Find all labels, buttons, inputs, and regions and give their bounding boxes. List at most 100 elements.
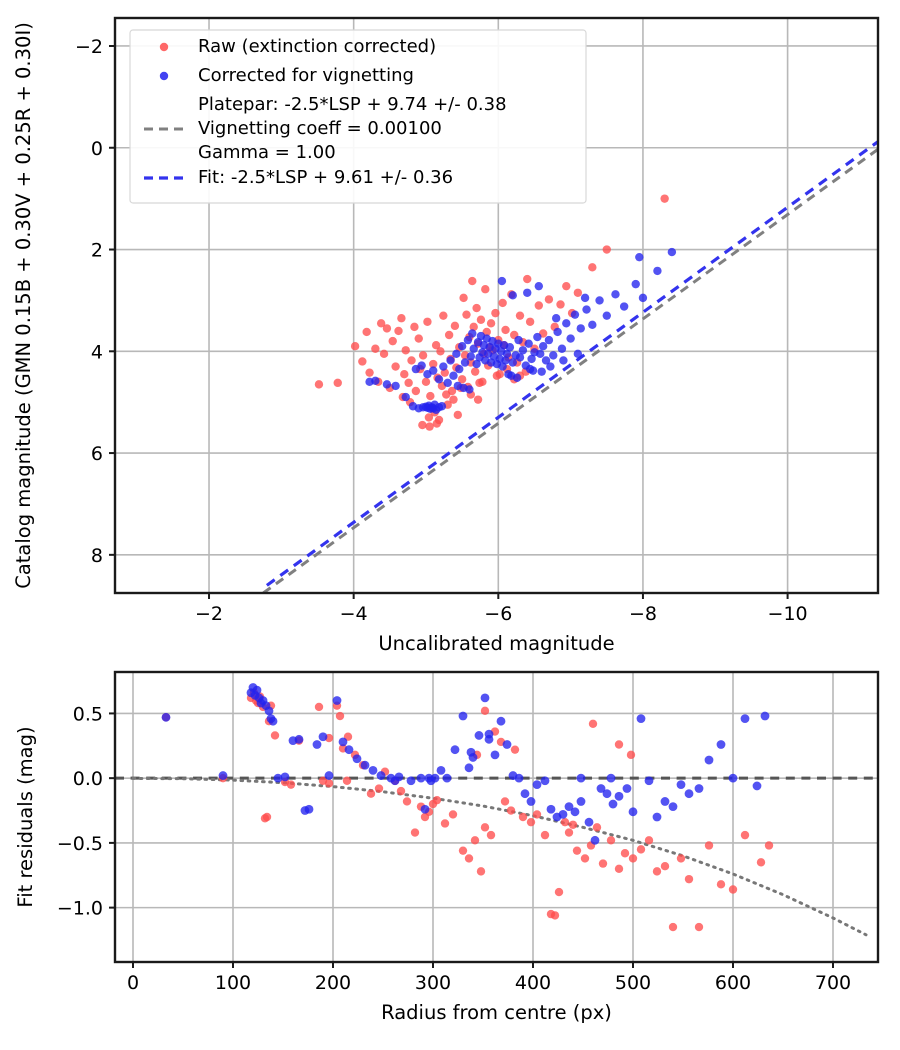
data-point bbox=[532, 780, 542, 790]
data-point bbox=[421, 377, 431, 387]
data-point bbox=[684, 874, 694, 884]
residuals-panel-data-layer bbox=[115, 683, 878, 937]
data-point bbox=[470, 367, 480, 376]
data-point bbox=[534, 301, 544, 310]
data-point bbox=[676, 854, 686, 863]
data-point bbox=[514, 335, 523, 345]
data-point bbox=[429, 359, 438, 369]
data-point bbox=[570, 310, 580, 319]
data-point bbox=[606, 773, 616, 783]
data-point bbox=[598, 859, 608, 868]
data-point bbox=[562, 319, 571, 328]
data-point bbox=[588, 719, 598, 728]
data-point bbox=[527, 354, 536, 364]
y-tick-label: 6 bbox=[91, 443, 103, 465]
data-point bbox=[496, 716, 506, 726]
data-point bbox=[439, 362, 448, 371]
data-point bbox=[622, 784, 632, 793]
data-point bbox=[402, 797, 412, 806]
data-point bbox=[576, 324, 585, 333]
data-point bbox=[382, 380, 392, 389]
data-point bbox=[469, 344, 478, 353]
data-point bbox=[486, 319, 496, 328]
x-tick-label: 200 bbox=[315, 972, 351, 994]
data-point bbox=[508, 358, 517, 367]
data-point bbox=[560, 817, 570, 827]
data-point bbox=[417, 361, 426, 370]
data-point bbox=[391, 381, 400, 391]
data-point bbox=[525, 317, 535, 326]
data-point bbox=[544, 335, 554, 345]
x-tick-label: 600 bbox=[715, 972, 751, 994]
data-point bbox=[668, 802, 678, 812]
legend-label: Corrected for vignetting bbox=[198, 65, 414, 86]
legend-label: Fit: -2.5*LSP + 9.61 +/- 0.36 bbox=[198, 167, 453, 188]
magnitude-panel-y-axis-label: Catalog magnitude (GMN 0.15B + 0.30V + 0… bbox=[12, 22, 35, 589]
data-point bbox=[314, 702, 324, 712]
data-point bbox=[568, 820, 578, 829]
legend[interactable]: Raw (extinction corrected) Corrected for … bbox=[129, 29, 587, 204]
data-point bbox=[464, 763, 474, 773]
data-point bbox=[520, 789, 530, 799]
data-point bbox=[270, 731, 280, 740]
legend-label: Raw (extinction corrected) bbox=[198, 36, 436, 57]
legend-label: Platepar: -2.5*LSP + 9.74 +/- 0.38 bbox=[198, 94, 507, 115]
data-point bbox=[752, 781, 762, 791]
data-point bbox=[294, 734, 304, 744]
data-point bbox=[515, 311, 525, 320]
data-point bbox=[728, 885, 738, 894]
data-point bbox=[280, 772, 290, 782]
data-point bbox=[376, 771, 386, 780]
data-point bbox=[434, 375, 444, 384]
legend-entry-fit[interactable]: Fit: -2.5*LSP + 9.61 +/- 0.36 bbox=[144, 167, 453, 188]
data-point bbox=[602, 245, 611, 254]
data-point bbox=[668, 922, 678, 932]
magnitude-panel-data-layer bbox=[262, 140, 878, 593]
data-point bbox=[218, 771, 228, 780]
data-point bbox=[480, 693, 490, 703]
data-point bbox=[312, 740, 322, 749]
series-corrected bbox=[365, 247, 677, 415]
data-point bbox=[505, 343, 515, 352]
data-point bbox=[480, 706, 490, 716]
data-point bbox=[660, 862, 670, 871]
y-tick-label: 0.5 bbox=[73, 703, 103, 725]
data-point bbox=[728, 773, 738, 783]
data-point bbox=[486, 830, 496, 840]
legend-entry-raw[interactable]: Raw (extinction corrected) bbox=[159, 36, 436, 57]
data-point bbox=[426, 776, 436, 786]
data-point bbox=[526, 817, 536, 827]
residuals-panel-axes-frame bbox=[113, 670, 880, 964]
data-point bbox=[595, 296, 604, 305]
data-point bbox=[551, 314, 561, 323]
data-point bbox=[502, 349, 512, 359]
data-point bbox=[466, 747, 476, 757]
data-point bbox=[667, 247, 677, 257]
data-point bbox=[264, 706, 274, 716]
y-tick-label: 0.0 bbox=[73, 768, 103, 790]
data-point bbox=[304, 804, 314, 814]
data-point bbox=[515, 353, 525, 362]
data-point bbox=[442, 390, 451, 399]
data-point bbox=[554, 887, 564, 897]
data-point bbox=[400, 369, 409, 379]
data-point bbox=[764, 841, 774, 850]
legend-entry-platepar[interactable]: Platepar: -2.5*LSP + 9.74 +/- 0.38 Vignet… bbox=[144, 94, 507, 163]
data-point bbox=[458, 711, 468, 721]
data-point bbox=[540, 776, 550, 786]
data-point bbox=[635, 252, 644, 262]
legend-entry-corrected[interactable]: Corrected for vignetting bbox=[159, 65, 414, 86]
data-point bbox=[426, 391, 435, 401]
data-point bbox=[614, 864, 624, 873]
data-point bbox=[252, 685, 262, 695]
data-point bbox=[397, 314, 406, 323]
data-point bbox=[652, 812, 662, 822]
data-point bbox=[406, 776, 416, 786]
data-point bbox=[576, 773, 586, 783]
data-point bbox=[564, 802, 574, 812]
data-point bbox=[379, 349, 389, 359]
y-tick-label: −1.0 bbox=[57, 898, 103, 920]
data-point bbox=[694, 784, 704, 793]
data-point bbox=[452, 349, 461, 359]
